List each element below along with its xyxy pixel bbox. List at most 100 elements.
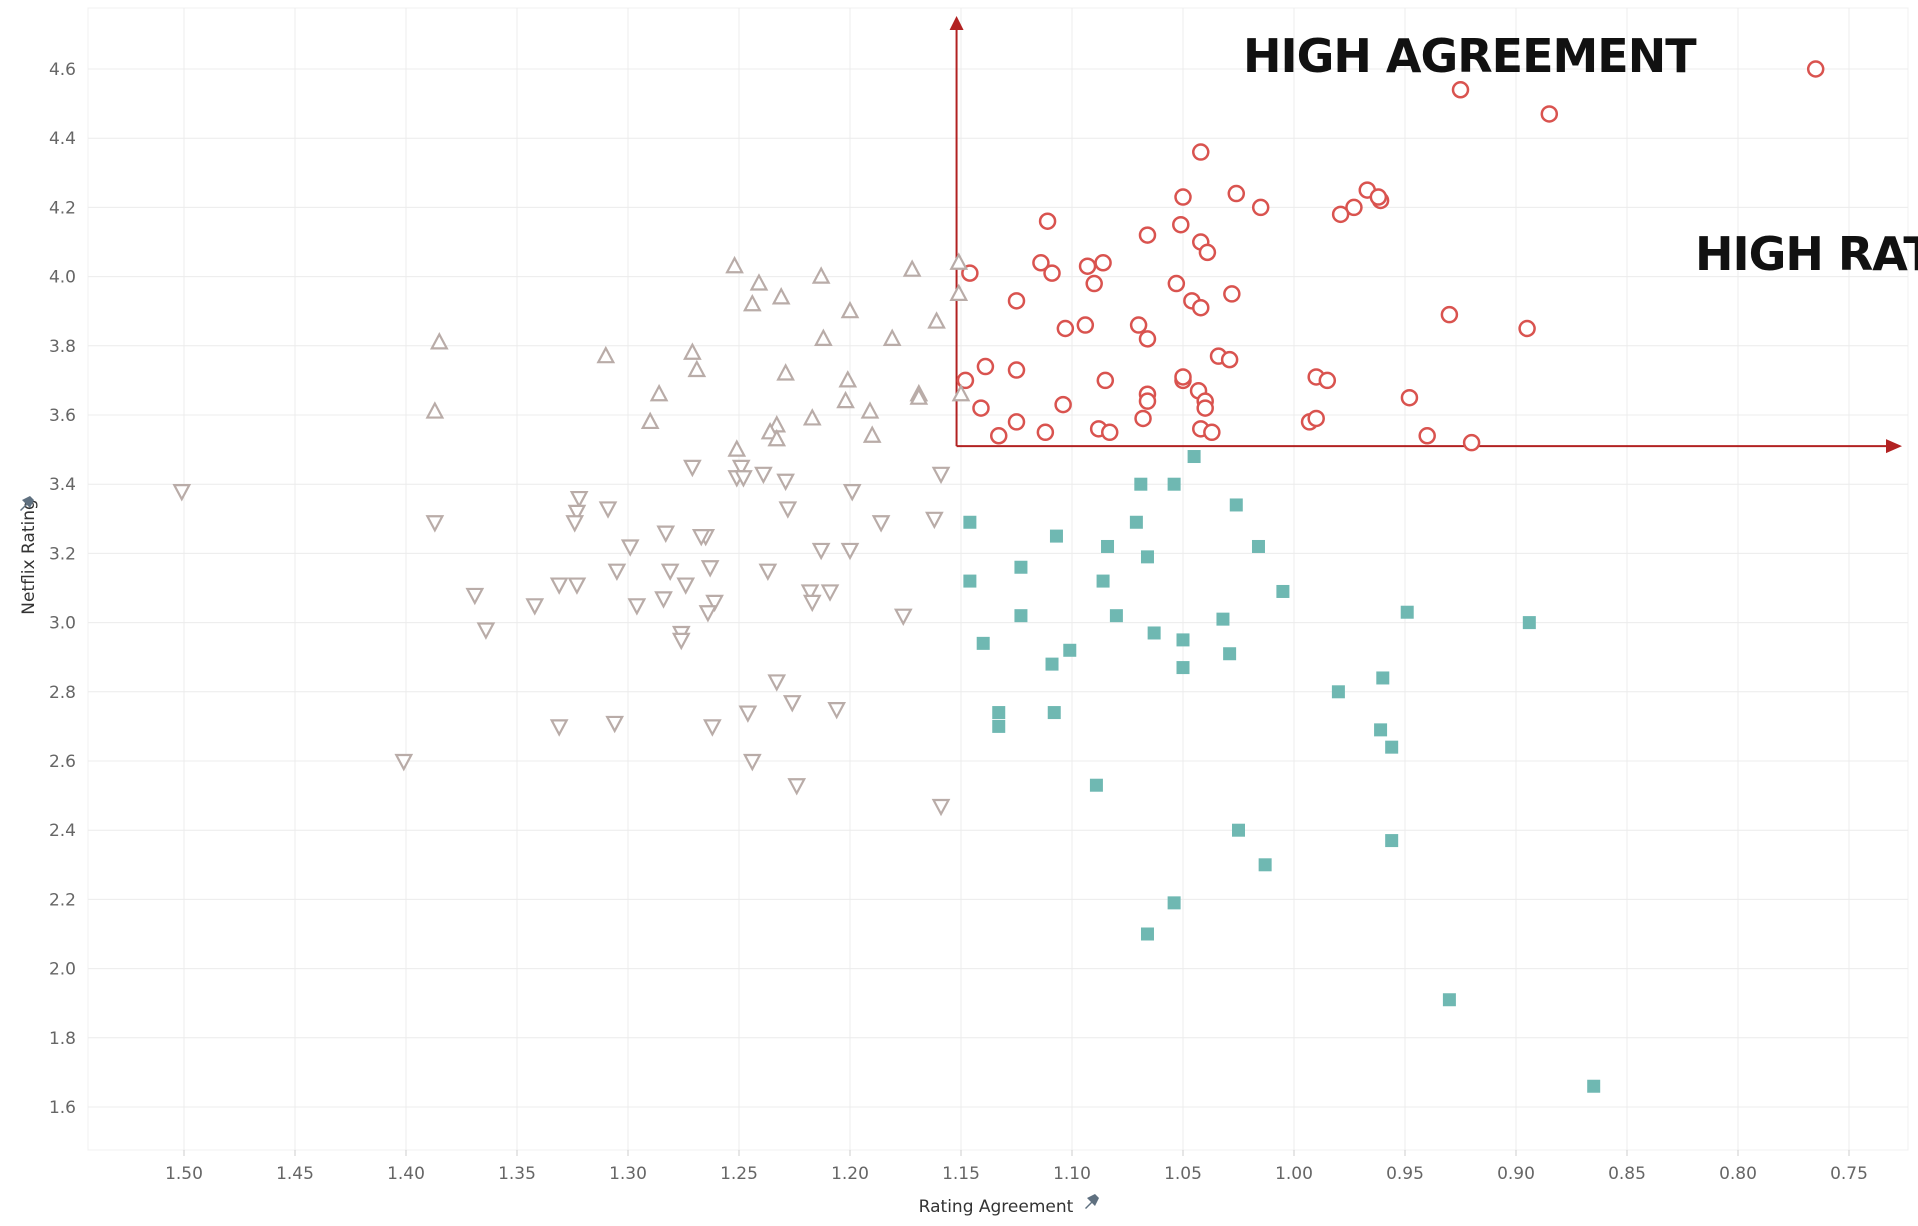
data-point[interactable] — [949, 283, 969, 301]
data-point[interactable] — [989, 427, 1008, 445]
data-point[interactable] — [827, 701, 847, 720]
data-point[interactable] — [1094, 254, 1112, 272]
data-point[interactable] — [1385, 740, 1399, 754]
data-point[interactable] — [1174, 368, 1192, 386]
data-point[interactable] — [1418, 427, 1436, 445]
data-point[interactable] — [1147, 626, 1161, 640]
data-point[interactable] — [703, 719, 722, 737]
data-point[interactable] — [1196, 399, 1214, 417]
data-point[interactable] — [787, 778, 807, 796]
data-point[interactable] — [1369, 188, 1388, 206]
data-point[interactable] — [1172, 215, 1190, 234]
data-point[interactable] — [1806, 60, 1825, 78]
data-point[interactable] — [607, 563, 627, 582]
data-point[interactable] — [1138, 226, 1157, 244]
data-point[interactable] — [871, 515, 891, 533]
data-point[interactable] — [931, 798, 951, 817]
data-point[interactable] — [1307, 409, 1325, 428]
data-point[interactable] — [687, 359, 707, 378]
data-point[interactable] — [1100, 423, 1119, 442]
data-point[interactable] — [1440, 305, 1459, 324]
data-point[interactable] — [1138, 392, 1157, 410]
data-point[interactable] — [1385, 834, 1399, 848]
data-point[interactable] — [1176, 661, 1190, 675]
data-point[interactable] — [734, 470, 753, 488]
data-point[interactable] — [1007, 413, 1026, 431]
data-point[interactable] — [1167, 274, 1186, 293]
data-point[interactable] — [1522, 616, 1536, 630]
data-point[interactable] — [1045, 657, 1059, 671]
data-point[interactable] — [778, 501, 798, 519]
data-point[interactable] — [1442, 993, 1456, 1007]
data-point[interactable] — [754, 466, 773, 485]
data-point[interactable] — [1318, 371, 1337, 390]
data-point[interactable] — [727, 439, 747, 457]
data-point[interactable] — [927, 311, 946, 329]
data-point[interactable] — [1096, 371, 1115, 390]
data-point[interactable] — [749, 273, 769, 291]
data-point[interactable] — [836, 390, 855, 409]
data-point[interactable] — [1540, 105, 1559, 123]
data-point[interactable] — [598, 501, 618, 519]
data-point[interactable] — [476, 622, 496, 640]
data-point[interactable] — [698, 605, 718, 623]
data-point[interactable] — [742, 753, 762, 772]
data-point[interactable] — [1223, 285, 1241, 303]
data-point[interactable] — [1134, 409, 1152, 428]
data-point[interactable] — [1134, 477, 1148, 491]
data-point[interactable] — [949, 252, 969, 270]
data-point[interactable] — [1174, 188, 1192, 206]
data-point[interactable] — [1140, 550, 1154, 564]
data-point[interactable] — [882, 328, 902, 346]
data-point[interactable] — [465, 587, 485, 606]
data-point[interactable] — [931, 466, 951, 485]
data-point[interactable] — [1036, 423, 1055, 442]
data-point[interactable] — [758, 563, 778, 582]
data-point[interactable] — [683, 459, 702, 478]
data-point[interactable] — [567, 504, 587, 523]
data-point[interactable] — [738, 705, 758, 723]
data-point[interactable] — [1376, 671, 1390, 685]
data-point[interactable] — [963, 574, 977, 588]
data-point[interactable] — [1374, 723, 1388, 737]
data-point[interactable] — [742, 293, 762, 312]
data-point[interactable] — [1129, 316, 1148, 334]
data-point[interactable] — [840, 300, 860, 319]
data-point[interactable] — [776, 363, 795, 381]
data-point[interactable] — [731, 459, 751, 478]
data-point[interactable] — [902, 259, 922, 277]
data-point[interactable] — [1089, 778, 1103, 792]
data-point[interactable] — [1192, 298, 1210, 317]
data-point[interactable] — [842, 484, 862, 502]
data-point[interactable] — [1587, 1079, 1601, 1093]
data-point[interactable] — [992, 706, 1006, 720]
data-point[interactable] — [893, 608, 913, 627]
data-point[interactable] — [1258, 858, 1272, 872]
data-point[interactable] — [992, 719, 1006, 733]
data-point[interactable] — [1400, 388, 1419, 407]
data-point[interactable] — [620, 539, 640, 557]
data-point[interactable] — [1140, 927, 1154, 941]
data-point[interactable] — [1109, 609, 1123, 623]
data-point[interactable] — [1198, 243, 1217, 262]
data-point[interactable] — [802, 408, 822, 426]
data-point[interactable] — [951, 383, 971, 402]
data-point[interactable] — [1049, 529, 1063, 543]
data-point[interactable] — [569, 490, 589, 509]
data-point[interactable] — [1007, 361, 1026, 379]
pin-icon[interactable] — [20, 496, 34, 511]
data-point[interactable] — [1220, 350, 1239, 369]
data-point[interactable] — [394, 753, 414, 772]
data-point[interactable] — [1223, 647, 1237, 661]
data-point[interactable] — [1187, 450, 1201, 464]
data-point[interactable] — [705, 594, 724, 613]
data-point[interactable] — [1167, 896, 1181, 910]
data-point[interactable] — [1056, 319, 1075, 338]
data-point[interactable] — [802, 594, 822, 613]
data-point[interactable] — [1251, 539, 1265, 553]
data-point[interactable] — [767, 428, 787, 447]
data-point[interactable] — [1462, 433, 1481, 452]
data-point[interactable] — [1101, 539, 1115, 553]
data-point[interactable] — [972, 399, 990, 417]
data-point[interactable] — [676, 577, 696, 595]
